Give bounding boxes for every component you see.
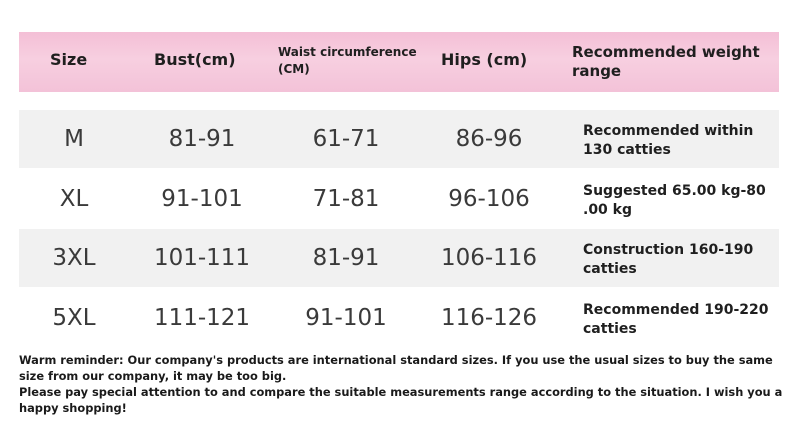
cell-size: M <box>64 126 84 152</box>
cell-size: 3XL <box>52 245 96 271</box>
cell-weight: Recommended within 130 catties <box>583 123 754 158</box>
cell-bust: 101-111 <box>153 245 251 271</box>
cell-hips: 116-126 <box>440 305 538 331</box>
cell-bust: 111-121 <box>153 305 251 331</box>
cell-waist: 91-101 <box>305 305 387 331</box>
cell-waist: 81-91 <box>312 245 380 271</box>
attention-text: Please pay special attention to and comp… <box>19 385 783 415</box>
cell-size: XL <box>59 186 89 212</box>
size-notes: Warm reminder: Our company's products ar… <box>19 352 789 416</box>
cell-waist: 61-71 <box>312 126 380 152</box>
header-hips: Hips (cm) <box>441 50 528 69</box>
table-row: 5XL 111-121 91-101 116-126 Recommended 1… <box>19 289 779 347</box>
table-row: M 81-91 61-71 86-96 Recommended within 1… <box>19 110 779 168</box>
cell-size: 5XL <box>52 305 96 331</box>
header-waist: Waist circumference (CM) <box>278 45 417 76</box>
size-table-header: Size Bust(cm) Waist circumference (CM) H… <box>19 32 779 92</box>
header-size: Size <box>50 50 88 69</box>
cell-weight: Recommended 190-220 catties <box>583 302 769 337</box>
table-row: XL 91-101 71-81 96-106 Suggested 65.00 k… <box>19 170 779 228</box>
cell-hips: 106-116 <box>440 245 538 271</box>
table-row: 3XL 101-111 81-91 106-116 Construction 1… <box>19 229 779 287</box>
cell-hips: 96-106 <box>448 186 530 212</box>
cell-hips: 86-96 <box>455 126 523 152</box>
header-weight: Recommended weight range <box>572 43 760 80</box>
cell-weight: Construction 160-190 catties <box>583 242 754 277</box>
cell-weight: Suggested 65.00 kg-80 .00 kg <box>583 183 766 218</box>
warm-reminder-text: Warm reminder: Our company's products ar… <box>19 353 773 383</box>
header-bust: Bust(cm) <box>154 50 236 69</box>
cell-bust: 81-91 <box>168 126 236 152</box>
cell-bust: 91-101 <box>161 186 243 212</box>
cell-waist: 71-81 <box>312 186 380 212</box>
